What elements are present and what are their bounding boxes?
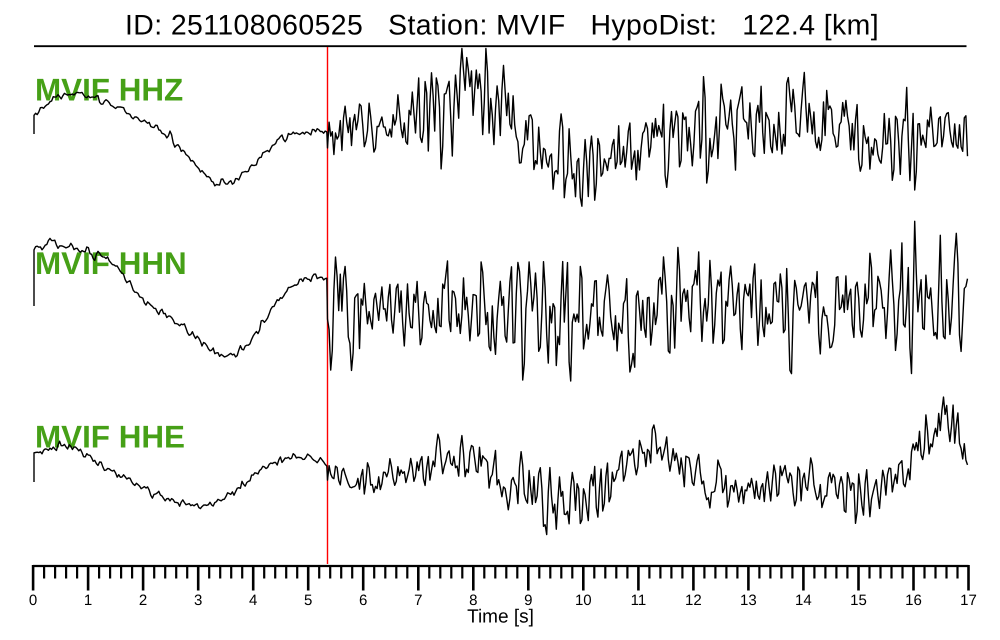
svg-text:8: 8 [469,592,477,609]
svg-text:3: 3 [194,592,202,609]
svg-text:13: 13 [740,592,757,609]
svg-text:15: 15 [850,592,867,609]
svg-text:4: 4 [249,592,257,609]
svg-text:12: 12 [685,592,702,609]
svg-text:ID: 251108060525 Station: MV: ID: 251108060525 Station: MVIF HypoDist:… [125,10,879,42]
svg-text:0: 0 [29,592,37,609]
svg-text:14: 14 [795,592,812,609]
svg-text:Time [s]: Time [s] [467,606,534,627]
svg-text:6: 6 [359,592,367,609]
svg-text:17: 17 [960,592,977,609]
svg-text:10: 10 [575,592,592,609]
svg-text:9: 9 [524,592,532,609]
svg-text:7: 7 [414,592,422,609]
svg-text:5: 5 [304,592,312,609]
svg-text:1: 1 [84,592,92,609]
svg-text:11: 11 [631,592,647,609]
svg-text:MVIF HHE: MVIF HHE [35,420,185,455]
svg-text:16: 16 [905,592,922,609]
svg-text:2: 2 [139,592,147,609]
